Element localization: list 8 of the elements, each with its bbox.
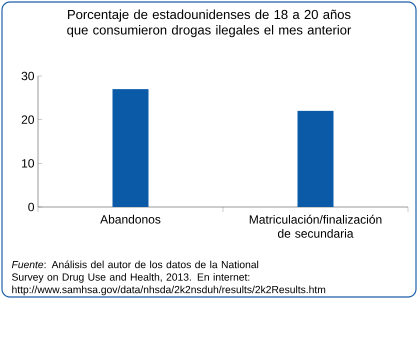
x-tick-label: Abandonos bbox=[100, 214, 160, 224]
x-tick-label: Matriculación/finalización de secundaria bbox=[250, 214, 382, 238]
y-tick-label: 30 bbox=[22, 72, 34, 80]
chart-title: Porcentaje de estadounidenses de 18 a 20 años que consumieron drogas ilegales el mes anterior bbox=[67, 10, 352, 38]
text: Fuente: Análisis del autor de los datos de la National Survey on Drug Use and Health, 2013. En internet: http://www.samhsa.gov/data/nhsda/2k2nsduh/results/2k2Results.htm bbox=[12, 260, 326, 296]
y-tick-label: 10 bbox=[22, 159, 34, 168]
y-tick-label: 0 bbox=[28, 202, 34, 212]
y-tick-label: 20 bbox=[22, 115, 34, 124]
